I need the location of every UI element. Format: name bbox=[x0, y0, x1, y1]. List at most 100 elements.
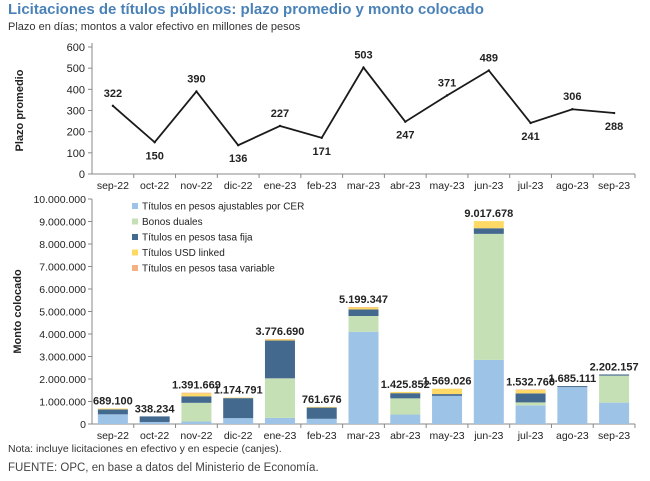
bar-segment bbox=[223, 398, 254, 419]
data-point bbox=[236, 144, 240, 147]
bar-segment bbox=[97, 408, 128, 410]
bar-segment bbox=[348, 331, 379, 424]
bar-segment bbox=[181, 402, 212, 422]
bar-total-label: 2.202.157 bbox=[590, 361, 639, 373]
legend-swatch bbox=[132, 218, 138, 225]
bar-segment bbox=[599, 402, 630, 424]
legend-label: Títulos en pesos tasa fija bbox=[142, 233, 253, 244]
x-tick-label: oct-22 bbox=[140, 430, 169, 442]
bar-segment bbox=[223, 397, 254, 399]
data-point bbox=[111, 104, 115, 108]
x-tick-label: sep-22 bbox=[97, 430, 129, 442]
bar-total-label: 1.425.852 bbox=[381, 379, 430, 391]
bar-segment bbox=[348, 309, 379, 316]
bar-segment bbox=[473, 233, 504, 360]
y-tick-label: 8.000.000 bbox=[39, 239, 86, 251]
x-tick-label: ene-23 bbox=[264, 180, 297, 192]
data-point bbox=[195, 90, 198, 93]
bar-segment bbox=[432, 394, 463, 396]
bar-segment bbox=[599, 375, 630, 403]
legend-label: Títulos USD linked bbox=[142, 248, 225, 259]
bar-total-label: 689.100 bbox=[93, 395, 133, 407]
x-tick-label: jul-23 bbox=[517, 430, 544, 442]
y-tick-label: 500 bbox=[67, 63, 85, 75]
footnote: Nota: incluye licitaciones en efectivo y… bbox=[8, 443, 282, 455]
legend-label: Títulos en pesos ajustables por CER bbox=[142, 202, 304, 213]
x-tick-label: jul-23 bbox=[517, 180, 544, 192]
bar-total-label: 1.391.669 bbox=[172, 380, 221, 392]
bar-segment bbox=[557, 387, 588, 424]
data-point bbox=[529, 121, 532, 125]
bar-segment bbox=[306, 418, 337, 424]
data-point bbox=[278, 124, 282, 128]
data-point bbox=[153, 141, 156, 144]
bar-segment bbox=[181, 392, 212, 394]
bar-segment bbox=[97, 414, 128, 424]
bar-segment bbox=[515, 389, 546, 391]
bar-segment bbox=[390, 391, 421, 394]
x-tick-label: ago-23 bbox=[556, 180, 589, 192]
y-tick-label: 1.000.000 bbox=[39, 397, 86, 409]
bar-segment bbox=[557, 386, 588, 388]
x-tick-label: nov-22 bbox=[180, 430, 212, 442]
y-axis-title: Plazo promedio bbox=[14, 69, 26, 151]
x-tick-label: abr-23 bbox=[390, 430, 421, 442]
legend-swatch bbox=[132, 203, 138, 209]
data-point bbox=[404, 120, 407, 123]
bar-segment bbox=[515, 390, 546, 394]
y-tick-label: 4.000.000 bbox=[39, 329, 86, 341]
data-label: 390 bbox=[187, 73, 205, 85]
bar-total-label: 338.234 bbox=[135, 403, 176, 415]
legend-swatch bbox=[132, 234, 138, 240]
y-tick-label: 400 bbox=[67, 84, 85, 96]
x-tick-label: sep-22 bbox=[97, 180, 129, 192]
bar-total-label: 1.174.791 bbox=[214, 385, 263, 397]
bar-segment bbox=[264, 339, 295, 341]
bar-segment bbox=[390, 398, 421, 415]
y-tick-label: 7.000.000 bbox=[39, 262, 86, 274]
x-tick-label: dic-22 bbox=[224, 180, 253, 192]
x-tick-label: sep-23 bbox=[598, 430, 630, 442]
bar-segment bbox=[390, 393, 421, 399]
data-label: 306 bbox=[563, 91, 581, 103]
bar-total-label: 1.532.760 bbox=[506, 377, 555, 389]
bar-segment bbox=[306, 407, 337, 419]
x-tick-label: dic-22 bbox=[224, 430, 253, 442]
bar-segment bbox=[264, 378, 295, 418]
y-tick-label: 300 bbox=[67, 106, 85, 118]
legend-swatch bbox=[132, 249, 138, 256]
bar-total-label: 3.776.690 bbox=[255, 326, 304, 338]
data-label: 136 bbox=[229, 153, 247, 165]
bar-segment bbox=[348, 307, 379, 310]
bar-segment bbox=[181, 421, 212, 424]
bar-total-label: 761.676 bbox=[302, 394, 342, 406]
bar-segment bbox=[139, 421, 170, 424]
bar-segment bbox=[181, 396, 212, 403]
data-point bbox=[320, 136, 323, 140]
page-title: Licitaciones de títulos públicos: plazo … bbox=[8, 1, 484, 18]
bar-segment bbox=[223, 418, 254, 424]
bar-segment bbox=[264, 417, 295, 424]
data-label: 288 bbox=[605, 121, 623, 133]
y-tick-label: 5.000.000 bbox=[39, 307, 86, 319]
bar-segment bbox=[264, 340, 295, 379]
data-label: 171 bbox=[313, 146, 331, 158]
y-tick-label: 0 bbox=[80, 419, 86, 431]
bar-segment bbox=[599, 374, 630, 376]
x-tick-label: abr-23 bbox=[390, 180, 421, 192]
bar-total-label: 5.199.347 bbox=[339, 294, 388, 306]
x-tick-label: sep-23 bbox=[598, 180, 630, 192]
data-point bbox=[445, 94, 449, 97]
y-tick-label: 200 bbox=[67, 127, 85, 139]
bar-segment bbox=[181, 393, 212, 397]
data-label: 503 bbox=[354, 50, 372, 62]
x-tick-label: may-23 bbox=[430, 430, 465, 442]
data-label: 371 bbox=[438, 77, 456, 89]
legend-label: Bonos duales bbox=[142, 217, 203, 228]
x-tick-label: jun-23 bbox=[473, 180, 503, 192]
x-tick-label: may-23 bbox=[430, 180, 465, 192]
data-point bbox=[487, 69, 491, 72]
x-tick-label: nov-22 bbox=[180, 180, 212, 192]
x-tick-label: jun-23 bbox=[473, 430, 503, 442]
y-tick-label: 100 bbox=[67, 148, 85, 160]
